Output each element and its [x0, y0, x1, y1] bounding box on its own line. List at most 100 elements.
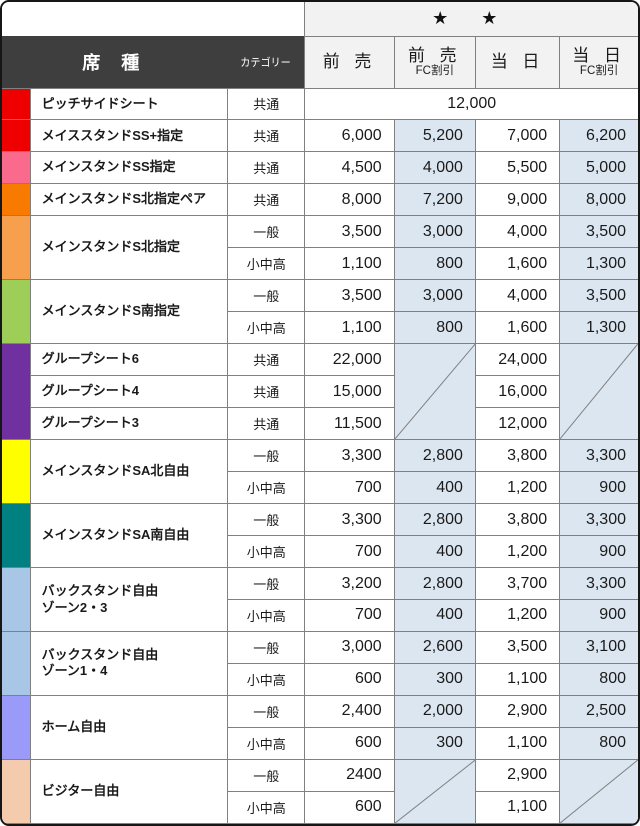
category-cell: 一般: [227, 215, 306, 249]
price-cell-advance: 1,100: [304, 247, 395, 281]
category-header: カテゴリー: [240, 56, 292, 69]
price-cell-advance: 6,000: [304, 119, 395, 153]
diagonal-slash-icon: [395, 760, 475, 823]
table-row: ホーム自由 一般 2,400 2,000 2,900 2,500: [2, 694, 638, 760]
seat-type-header: 席 種: [82, 52, 148, 73]
price-cell-advance-fc: 300: [393, 726, 476, 760]
price-cell-sameday: 7,000: [474, 119, 561, 153]
seat-name-line: バックスタンド自由: [41, 646, 159, 662]
seat-name-line: メインスタンドSA南自由: [41, 527, 190, 543]
category-cell: 一般: [227, 503, 306, 537]
seat-name-line: ホーム自由: [41, 718, 107, 734]
price-cell-advance-fc: 2,800: [393, 567, 476, 600]
table-row: メインスタンドS北指定 一般 3,500 3,000 4,000 3,500: [2, 215, 638, 281]
seat-name: グループシート4: [29, 375, 229, 409]
price-cell-sameday: 2,900: [474, 694, 561, 728]
price-cell-advance: 2400: [304, 758, 395, 792]
price-cell-advance: 3,000: [304, 630, 395, 664]
price-cell-sameday-fc: 3,300: [559, 439, 638, 473]
table-row: メインスタンドS南指定 一般 3,500 3,000 4,000 3,500: [2, 279, 638, 345]
price-cell-sameday: 16,000: [474, 375, 561, 409]
seat-name: バックスタンド自由 ゾーン1・4: [29, 630, 229, 696]
category-cell: 小中高: [227, 726, 306, 760]
price-cell-sameday-fc: 3,300: [559, 567, 638, 600]
price-cell-advance: 3,500: [304, 215, 395, 249]
table-row: 小中高 1,100 800 1,600 1,300: [2, 311, 638, 345]
table-row: メイススタンドSS+指定 共通 6,000 5,200 7,000 6,200: [2, 119, 638, 153]
price-cell-advance: 1,100: [304, 311, 395, 345]
diagonal-na-cell: [393, 343, 476, 441]
price-cell-advance: 700: [304, 599, 395, 632]
category-cell: 共通: [227, 343, 306, 377]
price-cell-sameday-fc: 3,300: [559, 503, 638, 537]
table-row: ピッチサイドシート 共通 12,000: [2, 87, 638, 121]
price-cell-advance: 3,300: [304, 503, 395, 537]
price-cell-advance-fc: 300: [393, 662, 476, 696]
price-cell-advance: 600: [304, 662, 395, 696]
price-cell-advance: 4,500: [304, 151, 395, 185]
price-cell-sameday: 24,000: [474, 343, 561, 377]
seat-name: ピッチサイドシート: [29, 87, 229, 121]
table-row: メインスタンドSA北自由 一般 3,300 2,800 3,800 3,300: [2, 439, 638, 505]
category-cell: 小中高: [227, 471, 306, 505]
category-cell: 共通: [227, 183, 306, 217]
seat-name-line: バックスタンド自由: [41, 582, 159, 598]
seat-name: ビジター自由: [29, 758, 229, 824]
table-row: 小中高 600 1,100: [2, 790, 638, 824]
price-cell-advance-fc: 2,800: [393, 439, 476, 473]
price-cell-sameday-fc: 1,300: [559, 311, 638, 345]
price-cell-advance: 700: [304, 535, 395, 569]
category-cell: 共通: [227, 87, 306, 121]
table-row: グループシート4 共通 15,000 16,000: [2, 375, 638, 409]
price-cell-sameday-fc: 800: [559, 726, 638, 760]
price-cell-sameday: 4,000: [474, 279, 561, 313]
category-cell: 小中高: [227, 311, 306, 345]
price-cell-advance: 3,200: [304, 567, 395, 600]
seat-color-swatch: [2, 119, 31, 153]
table-row: ビジター自由 一般 2400 2,900: [2, 758, 638, 824]
price-cell-sameday-fc: 900: [559, 471, 638, 505]
diagonal-na-cell: [393, 758, 476, 824]
price-cell-advance-fc: 5,200: [393, 119, 476, 153]
price-cell-sameday: 4,000: [474, 215, 561, 249]
col-header-sameday: 当 日: [474, 35, 561, 89]
table-row: 小中高 700 400 1,200 900: [2, 599, 638, 632]
seat-color-swatch: [2, 758, 31, 824]
seat-color-swatch: [2, 503, 31, 569]
table-row: メインスタンドSS指定 共通 4,500 4,000 5,500 5,000: [2, 151, 638, 185]
table-row: メインスタンドS北指定ペア 共通 8,000 7,200 9,000 8,000: [2, 183, 638, 217]
price-cell-advance-fc: 3,000: [393, 215, 476, 249]
price-cell-advance-fc: 800: [393, 311, 476, 345]
price-cell-sameday-fc: 800: [559, 662, 638, 696]
seat-name-line: メインスタンドSS指定: [41, 159, 176, 175]
price-cell-sameday-fc: 1,300: [559, 247, 638, 281]
price-cell-sameday-fc: 3,100: [559, 630, 638, 664]
price-cell-sameday: 1,100: [474, 662, 561, 696]
seat-name-line: メインスタンドSA北自由: [41, 463, 190, 479]
price-cell-sameday: 1,100: [474, 790, 561, 824]
price-cell-advance: 2,400: [304, 694, 395, 728]
price-table-body: ピッチサイドシート 共通 12,000 メイススタンドSS+指定 共通 6,000 5,20…: [2, 87, 638, 824]
blank-corner: [2, 2, 305, 36]
price-cell-sameday: 3,800: [474, 503, 561, 537]
price-cell-sameday: 1,600: [474, 311, 561, 345]
price-cell-advance: 600: [304, 790, 395, 824]
price-cell-advance: 15,000: [304, 375, 395, 409]
table-row: グループシート3 共通 11,500 12,000: [2, 407, 638, 441]
category-cell: 小中高: [227, 790, 306, 824]
seat-color-swatch: [2, 183, 31, 217]
seat-color-swatch: [2, 343, 31, 441]
price-cell-sameday: 1,600: [474, 247, 561, 281]
price-cell-sameday-fc: 5,000: [559, 151, 638, 185]
price-cell-advance-fc: 400: [393, 535, 476, 569]
col-header-sameday-fc: 当 日 FC割引: [559, 35, 638, 89]
seat-color-swatch: [2, 439, 31, 505]
price-cell-advance-fc: 2,800: [393, 503, 476, 537]
seat-name-line: ビジター自由: [41, 782, 120, 798]
seat-name: グループシート3: [29, 407, 229, 441]
seat-name: バックスタンド自由 ゾーン2・3: [29, 567, 229, 632]
price-cell-sameday: 3,800: [474, 439, 561, 473]
category-cell: 一般: [227, 567, 306, 600]
seat-name-line: ゾーン1・4: [41, 663, 108, 679]
